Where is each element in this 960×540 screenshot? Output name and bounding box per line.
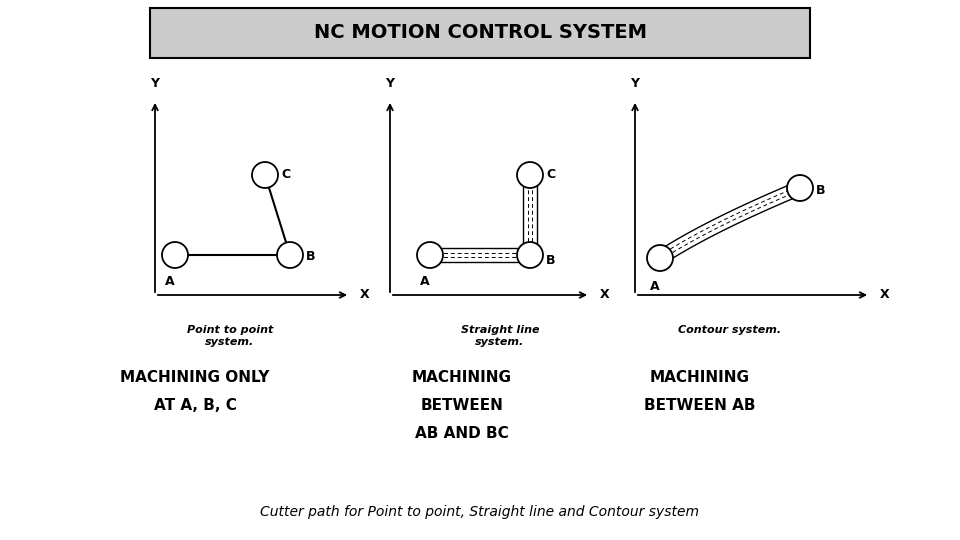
Circle shape [162, 242, 188, 268]
Circle shape [252, 162, 278, 188]
Bar [150, 8, 810, 58]
Circle shape [647, 245, 673, 271]
Text: X: X [880, 288, 890, 301]
Text: Straight line
system.: Straight line system. [461, 325, 540, 347]
Text: C: C [546, 168, 555, 181]
Text: Y: Y [631, 77, 639, 90]
Circle shape [517, 242, 543, 268]
Text: Point to point
system.: Point to point system. [187, 325, 274, 347]
Polygon shape [523, 175, 537, 255]
Text: Contour system.: Contour system. [679, 325, 781, 335]
Circle shape [417, 242, 443, 268]
Text: BETWEEN AB: BETWEEN AB [644, 398, 756, 413]
Circle shape [787, 175, 813, 201]
Polygon shape [657, 181, 803, 264]
Text: NC MOTION CONTROL SYSTEM: NC MOTION CONTROL SYSTEM [314, 24, 646, 43]
Text: A: A [650, 280, 660, 293]
Text: A: A [165, 275, 175, 288]
Circle shape [277, 242, 303, 268]
Text: C: C [281, 168, 290, 181]
Text: Y: Y [386, 77, 395, 90]
Text: MACHINING ONLY: MACHINING ONLY [120, 370, 270, 385]
Polygon shape [430, 248, 530, 262]
Text: AT A, B, C: AT A, B, C [154, 398, 236, 413]
Text: B: B [816, 184, 826, 197]
Text: B: B [546, 253, 556, 267]
Text: AB AND BC: AB AND BC [415, 426, 509, 441]
Text: A: A [420, 275, 430, 288]
Text: MACHINING: MACHINING [412, 370, 512, 385]
Text: X: X [600, 288, 610, 301]
Text: B: B [306, 251, 316, 264]
Text: Y: Y [151, 77, 159, 90]
Text: BETWEEN: BETWEEN [420, 398, 503, 413]
Text: X: X [360, 288, 370, 301]
Text: Cutter path for Point to point, Straight line and Contour system: Cutter path for Point to point, Straight… [260, 505, 700, 519]
Text: MACHINING: MACHINING [650, 370, 750, 385]
Circle shape [517, 162, 543, 188]
